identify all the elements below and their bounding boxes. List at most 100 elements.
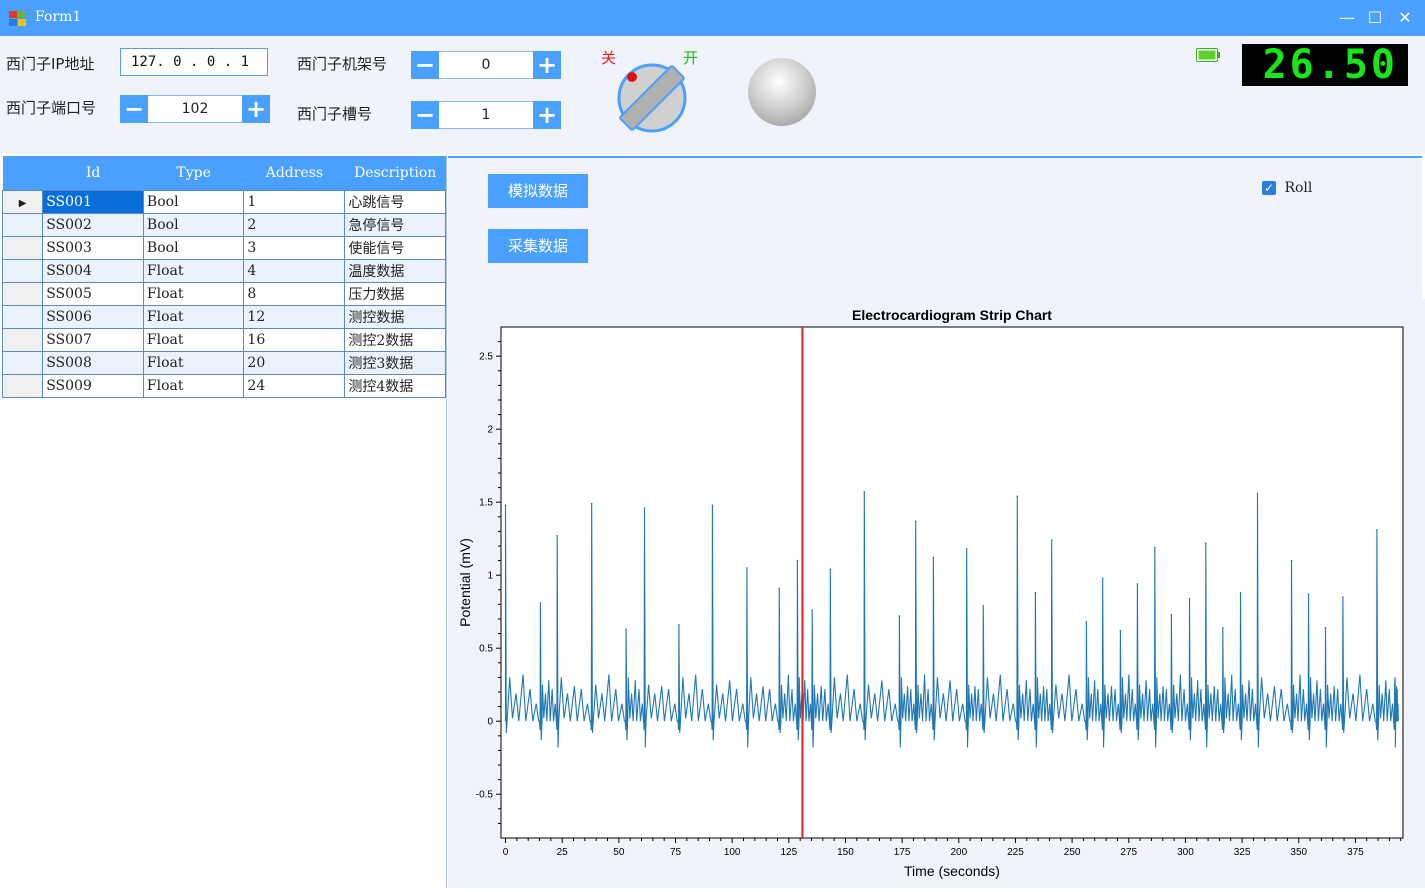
x-tick-label: 325 (1234, 847, 1251, 858)
r-peak-point (982, 605, 985, 607)
cell-id[interactable]: SS007 (42, 328, 144, 352)
cell-type[interactable]: Float (142, 305, 245, 329)
port-increment-button[interactable]: + (242, 95, 270, 123)
cell-type[interactable]: Float (142, 351, 245, 375)
x-tick-label: 200 (950, 847, 967, 858)
cell-type[interactable]: Bool (142, 213, 245, 237)
chart-panel: Electrocardiogram Strip Chart Time (secon… (448, 299, 1425, 888)
row-selector[interactable] (1, 351, 44, 375)
title-bar: Form1 — ☐ ✕ (0, 0, 1425, 36)
roll-checkbox[interactable]: ✓ Roll (1262, 180, 1312, 196)
rack-increment-button[interactable]: + (533, 51, 561, 79)
row-selector[interactable] (1, 374, 44, 398)
cell-description[interactable]: 测控3数据 (344, 351, 446, 375)
maximize-button[interactable]: ☐ (1367, 8, 1383, 27)
cell-address[interactable]: 12 (243, 305, 346, 329)
minimize-button[interactable]: — (1339, 8, 1355, 27)
rotary-switch[interactable] (612, 58, 694, 140)
cell-description[interactable]: 测控4数据 (344, 374, 446, 398)
slot-decrement-button[interactable]: − (411, 101, 439, 129)
cell-type[interactable]: Float (142, 282, 245, 306)
cell-id[interactable]: SS005 (42, 282, 144, 306)
lcd-display: 26.50 (1242, 44, 1408, 86)
cell-description[interactable]: 急停信号 (344, 213, 446, 237)
cell-id[interactable]: SS002 (42, 213, 144, 237)
r-peak-point (1222, 626, 1224, 629)
table-row[interactable]: SS002 Bool 2 急停信号 (1, 213, 446, 237)
cell-id[interactable]: SS009 (42, 374, 144, 398)
table-row[interactable]: SS003 Bool 3 使能信号 (1, 236, 446, 260)
cell-address[interactable]: 2 (243, 213, 346, 237)
cell-description[interactable]: 温度数据 (344, 259, 446, 283)
r-peak-point (1290, 559, 1293, 562)
cell-address[interactable]: 8 (243, 282, 346, 306)
close-button[interactable]: ✕ (1398, 8, 1412, 27)
cell-address[interactable]: 3 (243, 236, 346, 260)
port-input[interactable]: 102 (148, 95, 242, 123)
rack-input[interactable]: 0 (439, 51, 533, 79)
cell-description[interactable]: 心跳信号 (344, 190, 446, 214)
data-grid-panel: Id Type Address Description ▶ SS001 Bool… (0, 154, 447, 888)
row-selector[interactable]: ▶ (1, 190, 44, 214)
table-row[interactable]: SS009 Float 24 测控4数据 (1, 374, 446, 398)
cell-type[interactable]: Float (142, 328, 245, 352)
cell-type[interactable]: Float (142, 374, 245, 398)
cell-address[interactable]: 24 (243, 374, 346, 398)
cell-id[interactable]: SS003 (42, 236, 144, 260)
cell-description[interactable]: 测控2数据 (344, 328, 446, 352)
table-row[interactable]: SS007 Float 16 测控2数据 (1, 328, 446, 352)
cell-address[interactable]: 1 (243, 190, 346, 214)
column-header-description[interactable]: Description (344, 156, 446, 191)
slot-input[interactable]: 1 (439, 101, 533, 129)
window-title: Form1 (35, 9, 82, 25)
r-peak-point (678, 624, 680, 626)
r-peak-point (914, 520, 917, 522)
column-header-address[interactable]: Address (243, 156, 345, 191)
cell-address[interactable]: 16 (243, 328, 346, 352)
x-tick-label: 225 (1007, 847, 1024, 858)
x-tick-label: 25 (557, 847, 569, 858)
row-selector[interactable] (1, 282, 44, 306)
table-row[interactable]: SS005 Float 8 压力数据 (1, 282, 446, 306)
row-selector[interactable] (1, 213, 44, 237)
r-peak-point (1393, 683, 1396, 686)
row-selector[interactable] (1, 236, 44, 260)
r-peak-point (898, 615, 901, 617)
rack-decrement-button[interactable]: − (411, 51, 439, 79)
cell-description[interactable]: 测控数据 (344, 305, 446, 329)
cell-id[interactable]: SS006 (42, 305, 144, 329)
cell-address[interactable]: 4 (243, 259, 346, 283)
cell-id[interactable]: SS001 (42, 190, 144, 214)
column-header-id[interactable]: Id (42, 156, 144, 191)
simulate-data-button[interactable]: 模拟数据 (488, 174, 588, 208)
cell-id[interactable]: SS004 (42, 259, 144, 283)
y-tick-label: 1 (487, 571, 493, 582)
cell-type[interactable]: Bool (142, 236, 245, 260)
battery-icon (1196, 48, 1220, 62)
row-selector[interactable] (1, 305, 44, 329)
row-selector[interactable] (1, 328, 44, 352)
column-header-type[interactable]: Type (143, 156, 244, 191)
collect-data-button[interactable]: 采集数据 (488, 229, 588, 263)
switch-indicator-dot (627, 72, 637, 82)
cell-description[interactable]: 压力数据 (344, 282, 446, 306)
r-peak-point (932, 556, 935, 559)
r-peak-point (590, 502, 593, 505)
cell-type[interactable]: Bool (142, 190, 245, 214)
r-peak-point (1154, 546, 1156, 549)
chart-title: Electrocardiogram Strip Chart (852, 307, 1052, 323)
table-row[interactable]: SS008 Float 20 测控3数据 (1, 351, 446, 375)
cell-type[interactable]: Float (142, 259, 245, 283)
r-peak-point (1188, 597, 1191, 600)
row-selector[interactable] (1, 259, 44, 283)
table-row[interactable]: SS004 Float 4 温度数据 (1, 259, 446, 283)
cell-description[interactable]: 使能信号 (344, 236, 446, 260)
table-row[interactable]: SS006 Float 12 测控数据 (1, 305, 446, 329)
table-row[interactable]: ▶ SS001 Bool 1 心跳信号 (1, 190, 446, 214)
ip-address-input[interactable]: 127. 0 . 0 . 1 (120, 48, 268, 76)
port-decrement-button[interactable]: − (120, 95, 148, 123)
cell-address[interactable]: 20 (243, 351, 346, 375)
slot-increment-button[interactable]: + (533, 101, 561, 129)
cell-id[interactable]: SS008 (42, 351, 144, 375)
ecg-strip-chart: Electrocardiogram Strip Chart Time (secon… (457, 307, 1404, 879)
